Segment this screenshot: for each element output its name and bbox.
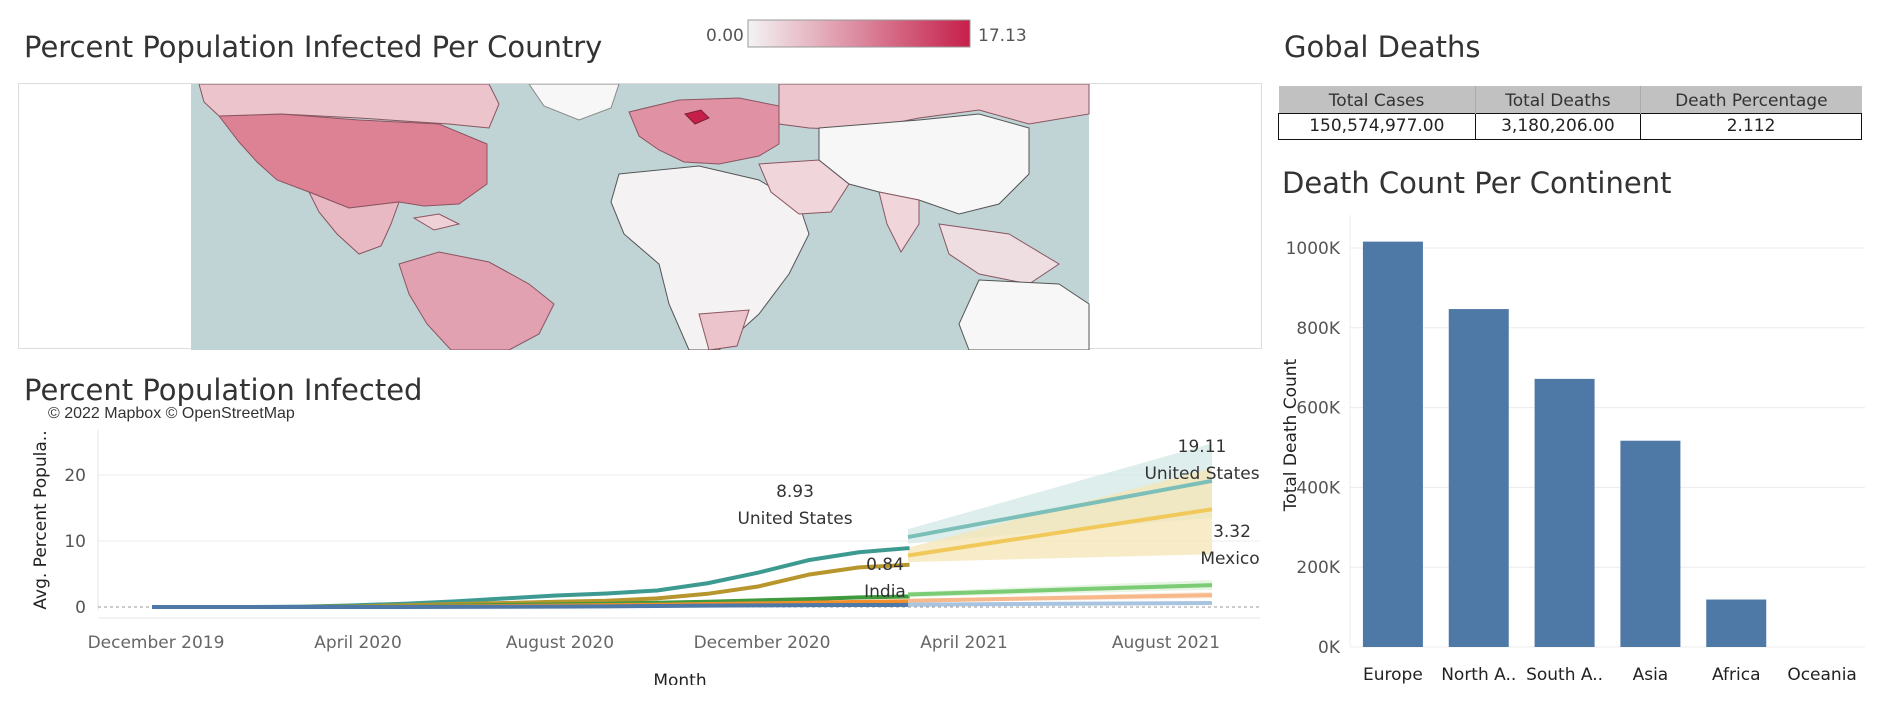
y-tick-label: 600K [1296, 399, 1340, 419]
forecast-line [907, 478, 1213, 540]
series-line [152, 602, 910, 609]
x-tick-label: August 2021 [1112, 633, 1220, 653]
x-tick-label: April 2021 [920, 633, 1008, 653]
map-attribution[interactable]: © 2022 Mapbox © OpenStreetMap [43, 404, 300, 424]
bar [1362, 241, 1423, 647]
country-india [878, 191, 920, 254]
country-russia [778, 84, 1090, 131]
annotation-label: Mexico [1200, 549, 1259, 569]
y-tick-label: 400K [1296, 478, 1340, 498]
forecast-line [907, 583, 1213, 597]
cell-total-cases: 150,574,977.00 [1278, 112, 1476, 140]
header-total-cases: Total Cases [1278, 86, 1476, 113]
annotation-value: 3.32 [1213, 522, 1251, 542]
legend-gradient-bar [747, 19, 971, 48]
bar [1534, 378, 1595, 647]
x-tick-label: April 2020 [314, 633, 402, 653]
map-title: Percent Population Infected Per Country [24, 30, 603, 64]
annotation-value: 0.84 [866, 555, 904, 575]
country-greenland [528, 84, 620, 121]
bar [1620, 440, 1681, 647]
x-tick-label: South A.. [1526, 665, 1603, 685]
continent-bar-chart[interactable]: 0K 200K 400K 600K 800K 1000K Total Death Count… [1270, 215, 1870, 705]
country-czechia [684, 109, 710, 125]
continent-chart-title: Death Count Per Continent [1282, 166, 1672, 200]
global-deaths-table: Total Cases Total Deaths Death Percentag… [1278, 86, 1862, 140]
x-tick-label: Africa [1712, 665, 1761, 685]
bar [1706, 599, 1767, 647]
x-tick-label: North A.. [1441, 665, 1516, 685]
country-canada [198, 84, 500, 129]
cell-total-deaths: 3,180,206.00 [1474, 112, 1642, 140]
forecast-line [907, 593, 1213, 603]
infected-line-chart[interactable]: 0 10 20 December 2019 April 2020 August 2020 D… [20, 410, 1270, 685]
x-tick-label: Asia [1633, 665, 1669, 685]
forecast-line [907, 507, 1213, 558]
bar [1448, 309, 1509, 647]
country-south-africa [698, 309, 750, 350]
world-map[interactable] [19, 84, 1263, 350]
x-axis-label: Month [653, 671, 706, 685]
global-deaths-title: Gobal Deaths [1284, 30, 1481, 64]
y-tick-label: 20 [64, 466, 86, 486]
y-tick-label: 0 [75, 598, 86, 618]
annotation-label: United States [1144, 464, 1259, 484]
region-south-america [398, 251, 555, 350]
table-row[interactable]: 150,574,977.00 3,180,206.00 2.112 [1278, 112, 1862, 140]
header-death-percentage: Death Percentage [1640, 86, 1862, 113]
annotation-label: India [864, 582, 906, 602]
region-asia [818, 113, 1030, 215]
y-tick-label: 800K [1296, 319, 1340, 339]
infected-chart-title: Percent Population Infected [24, 373, 423, 407]
country-australia [958, 279, 1090, 350]
color-legend [747, 19, 971, 48]
legend-max-value: 17.13 [978, 26, 1027, 46]
y-tick-label: 10 [64, 532, 86, 552]
y-tick-label: 200K [1296, 558, 1340, 578]
x-tick-label: Europe [1363, 665, 1423, 685]
cell-death-percentage: 2.112 [1640, 112, 1862, 140]
country-united-states [218, 113, 488, 209]
legend-min-value: 0.00 [706, 26, 744, 46]
forecast-line [907, 601, 1213, 607]
annotation-value: 19.11 [1178, 437, 1227, 457]
header-total-deaths: Total Deaths [1474, 86, 1641, 113]
x-tick-label: August 2020 [506, 633, 614, 653]
region-europe [628, 97, 780, 165]
annotation-label: United States [737, 509, 852, 529]
y-axis-label: Avg. Percent Popula.. [31, 430, 51, 609]
x-tick-label: Oceania [1787, 665, 1857, 685]
y-tick-label: 0K [1318, 638, 1341, 658]
y-tick-label: 1000K [1286, 239, 1341, 259]
country-mexico [307, 191, 400, 255]
x-tick-label: December 2019 [88, 633, 225, 653]
annotation-value: 8.93 [776, 482, 814, 502]
world-map-panel[interactable]: © 2022 Mapbox © OpenStreetMap [18, 83, 1263, 424]
region-caribbean [412, 213, 461, 231]
y-axis-label: Total Death Count [1281, 358, 1301, 512]
x-tick-label: December 2020 [694, 633, 831, 653]
forecast-band [908, 468, 1212, 563]
